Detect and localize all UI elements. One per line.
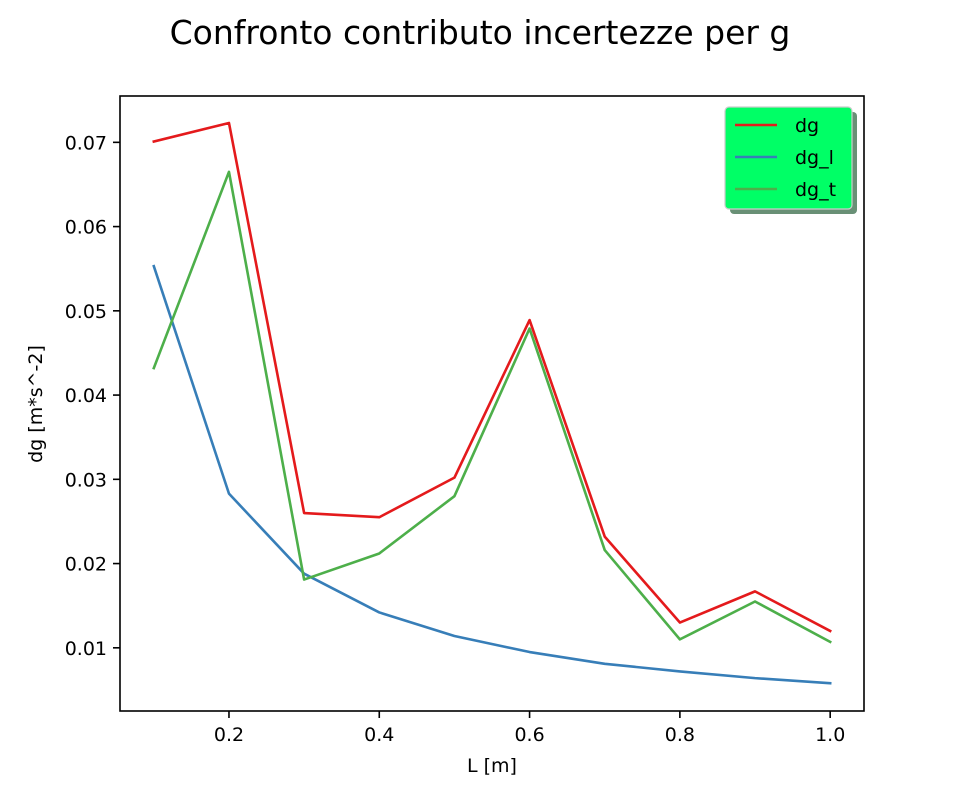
y-tick-label: 0.01 xyxy=(65,638,107,660)
x-tick-label: 0.4 xyxy=(364,724,394,746)
y-tick-label: 0.04 xyxy=(65,385,107,407)
legend: dg dg_l dg_t xyxy=(724,106,857,214)
y-tick-label: 0.02 xyxy=(65,554,107,576)
series-line-dg xyxy=(152,121,832,633)
x-tick-label: 0.6 xyxy=(514,724,544,746)
x-axis-label: L [m] xyxy=(467,755,517,777)
series-line-dg-t xyxy=(152,170,832,644)
y-tick-label: 0.03 xyxy=(65,469,107,491)
legend-label-dg: dg xyxy=(795,115,819,137)
y-tick-label: 0.07 xyxy=(65,132,107,154)
series-layer xyxy=(152,121,832,685)
x-tick-label: 0.8 xyxy=(665,724,695,746)
y-axis-label: dg [m*s^-2] xyxy=(25,345,47,463)
legend-box xyxy=(724,106,853,210)
chart-title: Confronto contributo incertezze per g xyxy=(170,13,791,52)
plot-area-frame xyxy=(119,95,865,712)
legend-label-dg-l: dg_l xyxy=(795,147,834,169)
x-tick-label: 1.0 xyxy=(815,724,845,746)
ticks-layer: 0.2 0.4 0.6 0.8 1.0 0.01 0.02 0.03 0.04 0.05 0.06 0… xyxy=(65,132,846,746)
y-tick-label: 0.05 xyxy=(65,301,107,323)
series-line-dg-l xyxy=(152,264,832,685)
legend-label-dg-t: dg_t xyxy=(795,179,836,201)
y-tick-label: 0.06 xyxy=(65,217,107,239)
x-tick-label: 0.2 xyxy=(214,724,244,746)
